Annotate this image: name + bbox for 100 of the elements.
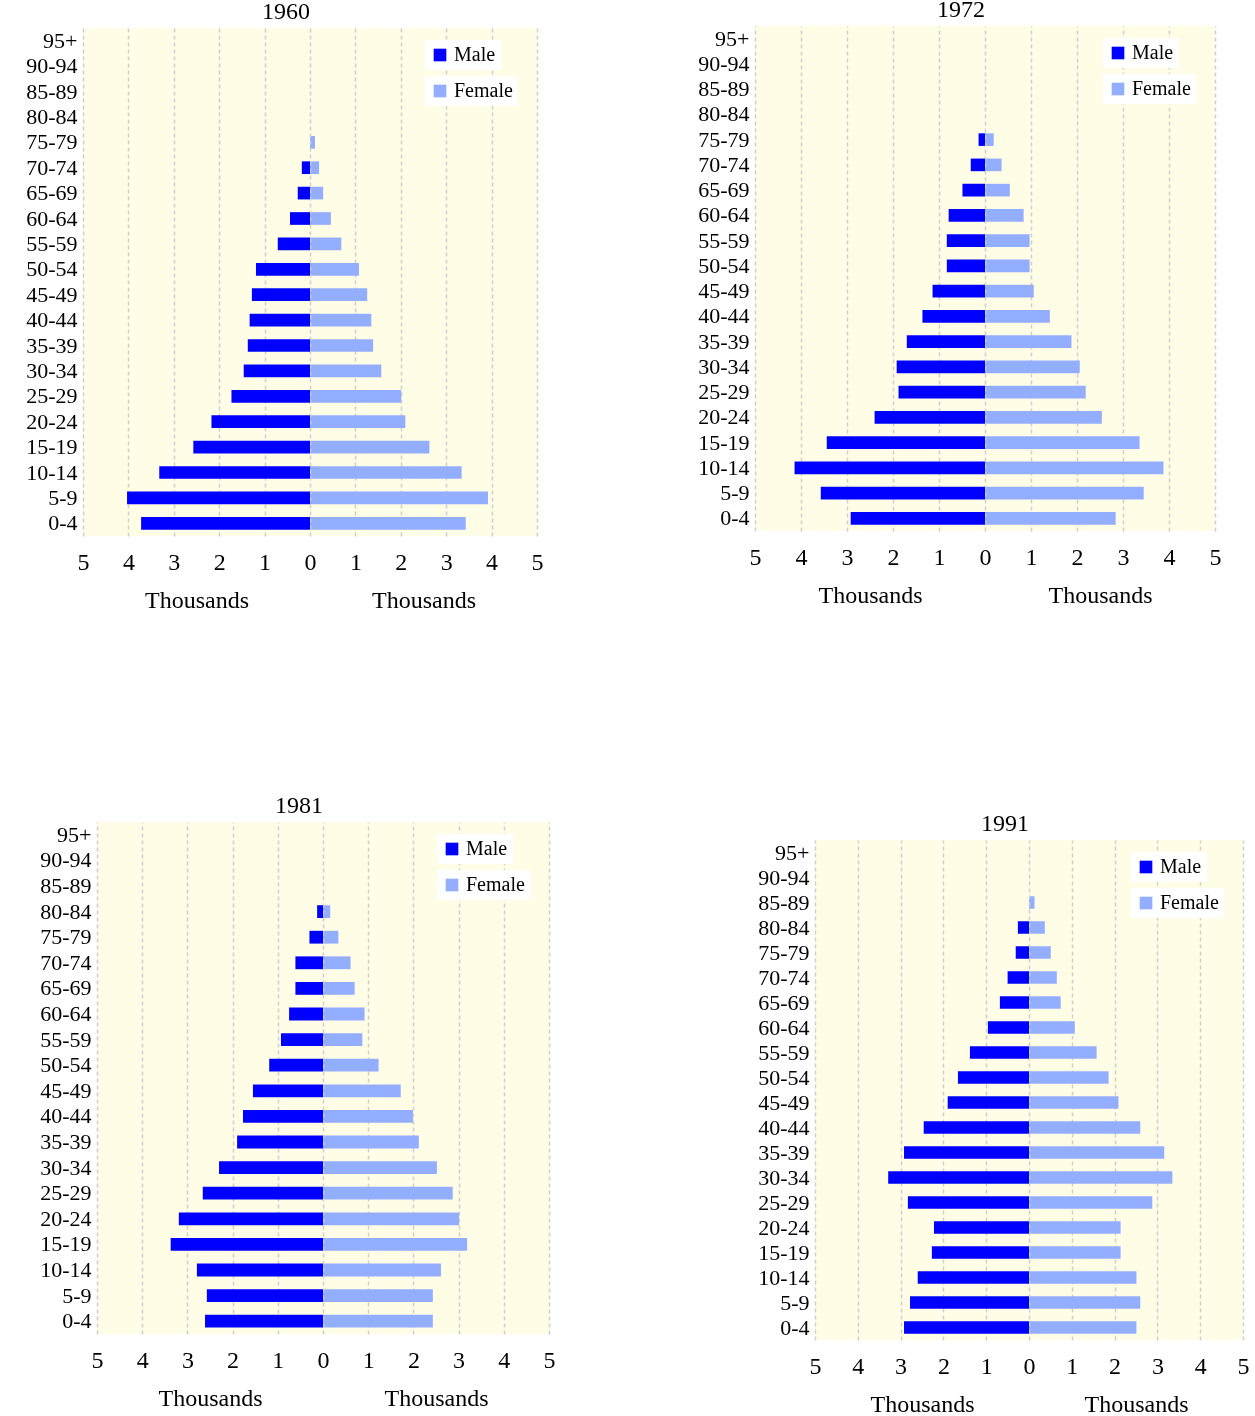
- x-tick-label: 3: [1117, 543, 1130, 570]
- x-tick-label: 1: [1025, 543, 1038, 570]
- x-tick-label: 3: [440, 548, 453, 575]
- x-tick-label: 2: [407, 1346, 420, 1373]
- y-tick-label: 5-9: [720, 480, 750, 506]
- x-tick-label: 5: [543, 1346, 556, 1373]
- y-tick-label: 15-19: [758, 1239, 810, 1265]
- x-tick-label: 4: [1163, 543, 1176, 570]
- x-tick-label: 3: [181, 1346, 194, 1373]
- x-axis-title: Thousands: [1084, 1390, 1189, 1416]
- x-tick-label: 5: [1209, 543, 1222, 570]
- bar: [310, 135, 315, 149]
- y-tick-label: 0-4: [780, 1314, 810, 1340]
- x-tick-label: 5: [91, 1346, 104, 1373]
- legend-label: Male: [454, 43, 496, 65]
- x-tick-label: 4: [122, 548, 135, 575]
- chart-title: 1960: [262, 0, 310, 24]
- x-tick-label: 3: [841, 543, 854, 570]
- y-tick-label: 75-79: [758, 939, 810, 965]
- y-tick-label: 10-14: [758, 1264, 810, 1290]
- y-tick-label: 65-69: [26, 180, 78, 206]
- x-tick-label: 1: [1066, 1352, 1079, 1379]
- x-tick-label: 4: [498, 1346, 511, 1373]
- x-tick-label: 0: [979, 543, 992, 570]
- y-tick-label: 45-49: [40, 1077, 92, 1103]
- y-tick-label: 10-14: [40, 1257, 92, 1282]
- y-tick-label: 65-69: [698, 177, 750, 203]
- y-tick-label: 20-24: [26, 408, 78, 434]
- x-axis-title: Thousands: [870, 1390, 975, 1416]
- x-tick-label: 1: [980, 1352, 993, 1379]
- y-tick-label: 40-44: [698, 303, 750, 329]
- chart-title: 1981: [275, 792, 323, 818]
- y-tick-label: 95+: [57, 821, 92, 847]
- y-tick-label: 90-94: [758, 864, 810, 890]
- x-tick-label: 2: [1071, 543, 1084, 570]
- y-tick-label: 80-84: [698, 101, 750, 127]
- y-tick-label: 50-54: [26, 256, 78, 282]
- x-tick-label: 5: [531, 548, 544, 575]
- x-tick-label: 0: [1023, 1352, 1036, 1379]
- legend-label: Female: [454, 79, 513, 101]
- x-tick-label: 4: [1194, 1352, 1207, 1379]
- y-tick-label: 65-69: [758, 989, 810, 1015]
- y-tick-label: 0-4: [62, 1308, 92, 1334]
- x-tick-label: 3: [168, 548, 181, 575]
- y-tick-label: 30-34: [698, 353, 750, 379]
- y-tick-label: 70-74: [40, 949, 92, 975]
- x-tick-label: 5: [809, 1352, 822, 1379]
- y-tick-label: 55-59: [26, 230, 78, 256]
- y-tick-label: 75-79: [40, 924, 92, 950]
- y-tick-label: 55-59: [758, 1039, 810, 1065]
- y-tick-label: 35-39: [698, 328, 750, 354]
- y-tick-label: 80-84: [26, 103, 78, 129]
- y-tick-label: 30-34: [40, 1154, 92, 1180]
- y-tick-label: 35-39: [758, 1139, 810, 1165]
- x-tick-label: 1: [272, 1346, 285, 1373]
- x-axis-title: Thousands: [372, 586, 476, 613]
- legend-label: Male: [1160, 855, 1202, 877]
- x-tick-label: 3: [895, 1352, 908, 1379]
- x-axis-title: Thousands: [158, 1384, 263, 1411]
- y-tick-label: 10-14: [26, 459, 78, 485]
- x-tick-label: 2: [213, 548, 226, 575]
- x-tick-label: 5: [749, 543, 762, 570]
- y-tick-label: 60-64: [40, 1001, 92, 1026]
- y-tick-label: 55-59: [698, 227, 750, 253]
- y-tick-label: 25-29: [698, 379, 750, 405]
- y-tick-label: 60-64: [758, 1014, 810, 1040]
- y-tick-label: 25-29: [758, 1189, 810, 1215]
- y-tick-label: 85-89: [40, 873, 92, 898]
- y-tick-label: 30-34: [26, 357, 78, 383]
- legend-label: Female: [466, 873, 525, 895]
- y-tick-label: 0-4: [48, 510, 78, 536]
- chart-title: 1972: [937, 0, 985, 22]
- y-tick-label: 35-39: [26, 332, 78, 358]
- y-tick-label: 45-49: [26, 281, 78, 307]
- x-axis-title: Thousands: [818, 581, 923, 608]
- y-tick-label: 95+: [43, 27, 78, 53]
- y-tick-label: 40-44: [40, 1103, 92, 1129]
- x-tick-label: 4: [486, 548, 499, 575]
- y-tick-label: 50-54: [698, 252, 750, 278]
- y-tick-label: 40-44: [26, 307, 78, 333]
- y-tick-label: 90-94: [698, 50, 750, 76]
- y-tick-label: 10-14: [698, 454, 750, 480]
- x-axis-title: Thousands: [145, 586, 249, 613]
- x-tick-label: 0: [304, 548, 317, 575]
- y-tick-label: 20-24: [758, 1214, 810, 1240]
- x-tick-label: 3: [453, 1346, 466, 1373]
- x-tick-label: 4: [136, 1346, 149, 1373]
- y-tick-label: 70-74: [758, 964, 810, 990]
- y-tick-label: 70-74: [26, 154, 78, 180]
- y-tick-label: 55-59: [40, 1026, 92, 1052]
- y-tick-label: 20-24: [698, 404, 750, 430]
- y-tick-label: 45-49: [758, 1089, 810, 1115]
- y-tick-label: 95+: [715, 25, 750, 51]
- x-tick-label: 2: [1109, 1352, 1122, 1379]
- y-tick-label: 90-94: [40, 847, 92, 873]
- y-tick-label: 60-64: [26, 205, 78, 231]
- x-tick-label: 2: [227, 1346, 240, 1373]
- legend-label: Female: [1160, 891, 1219, 913]
- y-tick-label: 15-19: [40, 1231, 92, 1257]
- x-tick-label: 1: [349, 548, 362, 575]
